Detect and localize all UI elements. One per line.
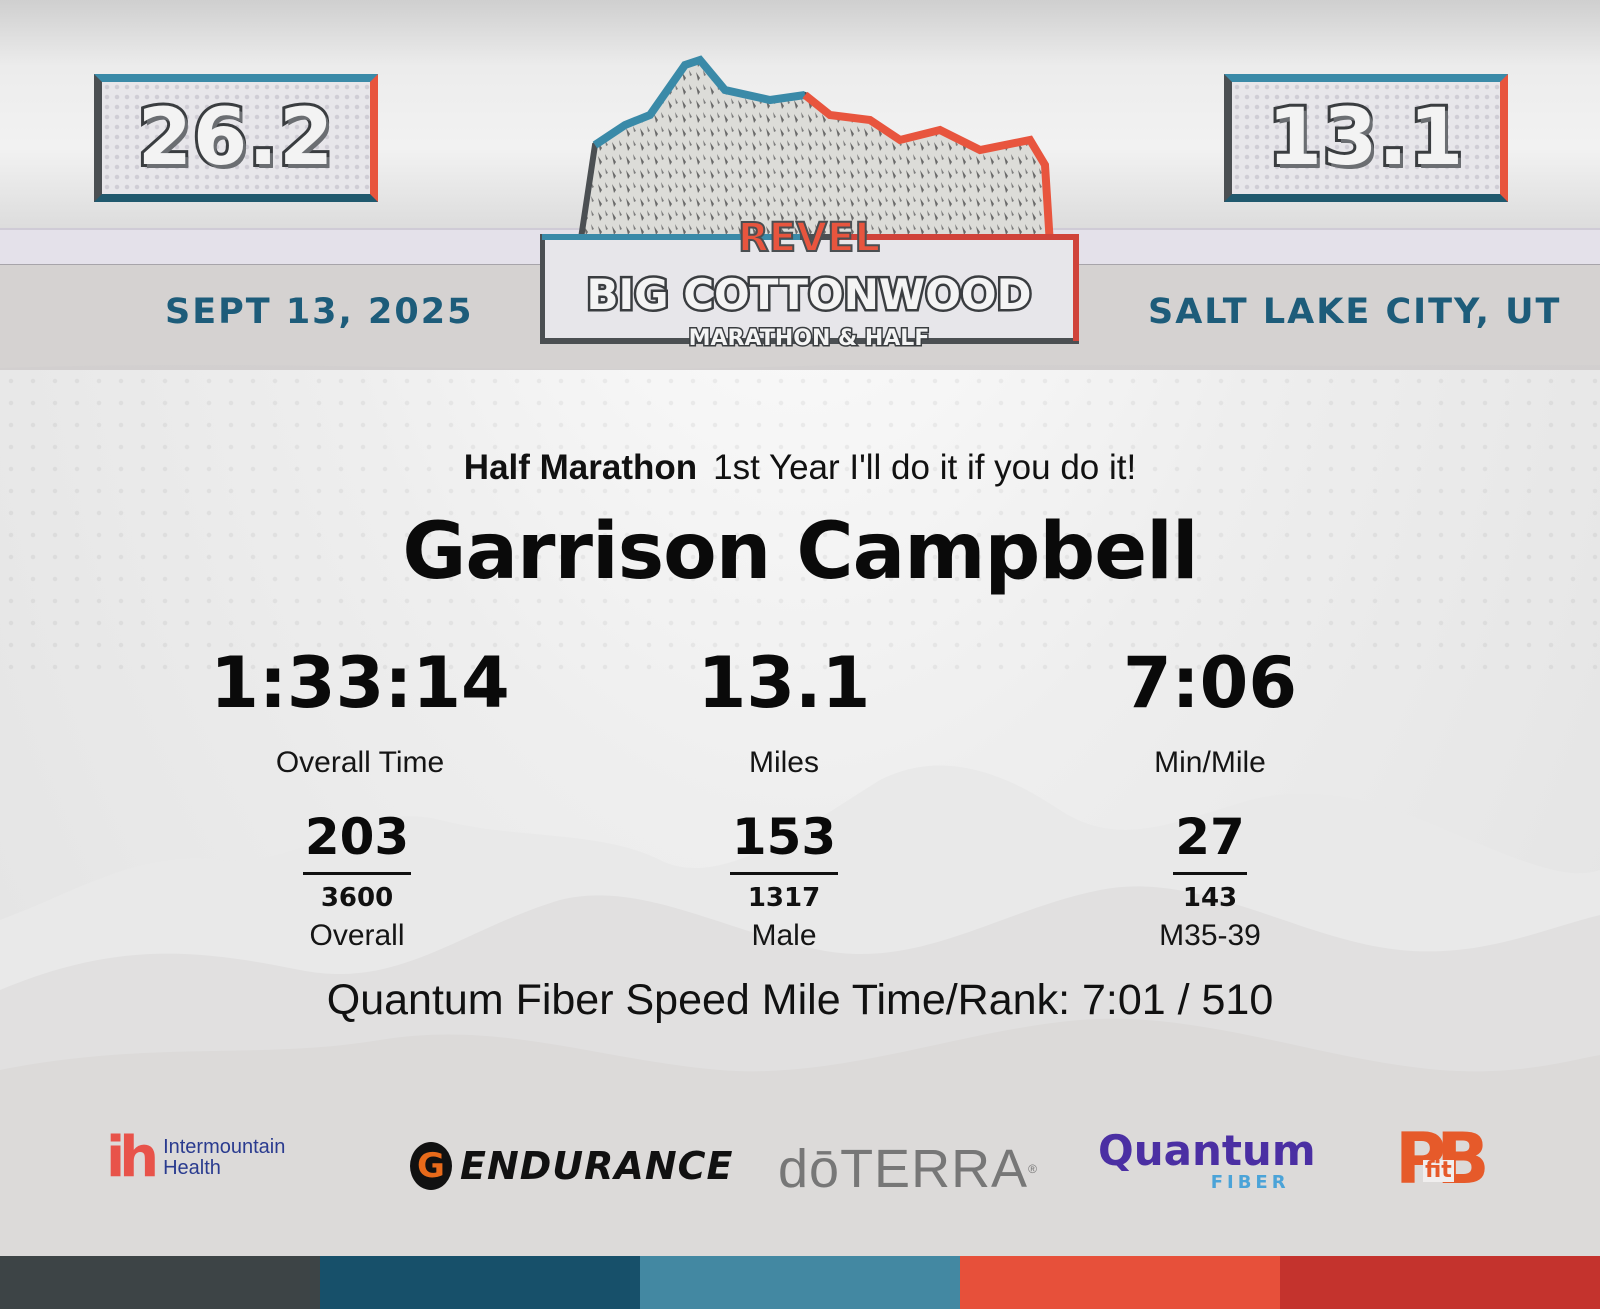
intermountain-line2: Health: [163, 1157, 221, 1179]
event-date: SEPT 13, 2025: [165, 292, 474, 332]
rank-overall: 203 3600 Overall: [157, 812, 557, 953]
dot-pattern: [0, 370, 1600, 670]
gatorade-g-icon: G: [410, 1142, 452, 1190]
team-tagline: 1st Year I'll do it if you do it!: [713, 448, 1137, 487]
fiber-text: FIBER: [1210, 1172, 1290, 1193]
rank-age-group: 27 143 M35-39: [1010, 812, 1410, 953]
mountain-silhouette: [0, 765, 1600, 1260]
rank-total: 1317: [747, 883, 821, 913]
color-bar-segment: [0, 1256, 320, 1309]
stat-value: 13.1: [697, 642, 871, 724]
logo-subtitle: MARATHON & HALF: [689, 326, 930, 351]
quantum-text: Quantum: [1098, 1126, 1316, 1175]
logo-title: BIG COTTONWOOD: [587, 270, 1032, 319]
sponsor-pbfit-logo: PB fit: [1395, 1124, 1490, 1194]
intermountain-text: Intermountain Health: [163, 1137, 285, 1179]
rank-place: 27: [1173, 812, 1247, 875]
pbfit-fit: fit: [1423, 1158, 1454, 1183]
marathon-distance-badge: 26.2: [94, 74, 378, 202]
stat-pace: 7:06 Min/Mile: [1010, 648, 1410, 780]
sponsor-gatorade-logo: G ENDURANCE: [410, 1142, 733, 1190]
race-type: Half Marathon: [463, 448, 698, 487]
pbfit-icon: PB fit: [1395, 1124, 1490, 1194]
rank-label: M35-39: [1159, 919, 1261, 952]
color-bar-segment: [640, 1256, 960, 1309]
stat-label: Overall Time: [275, 746, 445, 779]
rank-place: 203: [302, 812, 412, 875]
half-distance-badge: 13.1: [1224, 74, 1508, 202]
runner-name: Garrison Campbell: [402, 507, 1198, 597]
logo-brand: REVEL: [738, 215, 880, 261]
sponsor-quantum-fiber-logo: Quantum FIBER: [1098, 1126, 1316, 1194]
color-bar-segment: [320, 1256, 640, 1309]
race-type-line: Half Marathon 1st Year I'll do it if you …: [0, 448, 1600, 488]
header-edge: [0, 352, 1600, 370]
badge-text: 26.2: [135, 90, 336, 186]
color-bar-segment: [960, 1256, 1280, 1309]
rank-label: Overall: [309, 919, 405, 952]
gatorade-text: ENDURANCE: [460, 1144, 734, 1188]
race-logo: REVEL BIG COTTONWOOD MARATHON & HALF: [540, 55, 1079, 353]
rank-total: 3600: [320, 883, 394, 913]
intermountain-icon: ih: [106, 1125, 159, 1190]
stat-value: 1:33:14: [210, 642, 510, 724]
color-bar: [0, 1256, 1600, 1309]
stat-miles: 13.1 Miles: [584, 648, 984, 780]
color-bar-segment: [1280, 1256, 1600, 1309]
speed-mile-result: Quantum Fiber Speed Mile Time/Rank: 7:01…: [326, 976, 1274, 1024]
rank-place: 153: [729, 812, 839, 875]
stat-overall-time: 1:33:14 Overall Time: [160, 648, 560, 780]
rank-label: Male: [751, 919, 817, 952]
stat-label: Miles: [748, 746, 819, 779]
stat-value: 7:06: [1122, 642, 1298, 724]
sponsor-intermountain-logo: ih Intermountain Health: [106, 1130, 285, 1186]
stat-label: Min/Mile: [1154, 746, 1266, 779]
event-city: SALT LAKE CITY, UT: [1148, 292, 1562, 332]
rank-gender: 153 1317 Male: [584, 812, 984, 953]
pbfit-mark: PB: [1395, 1118, 1490, 1200]
doterra-reg: ®: [1028, 1162, 1038, 1176]
intermountain-line1: Intermountain: [163, 1136, 286, 1158]
sponsor-doterra-logo: dōTERRA ®: [778, 1138, 1038, 1200]
rank-total: 143: [1182, 883, 1238, 913]
badge-text: 13.1: [1265, 90, 1466, 186]
doterra-text: dōTERRA: [778, 1139, 1029, 1199]
